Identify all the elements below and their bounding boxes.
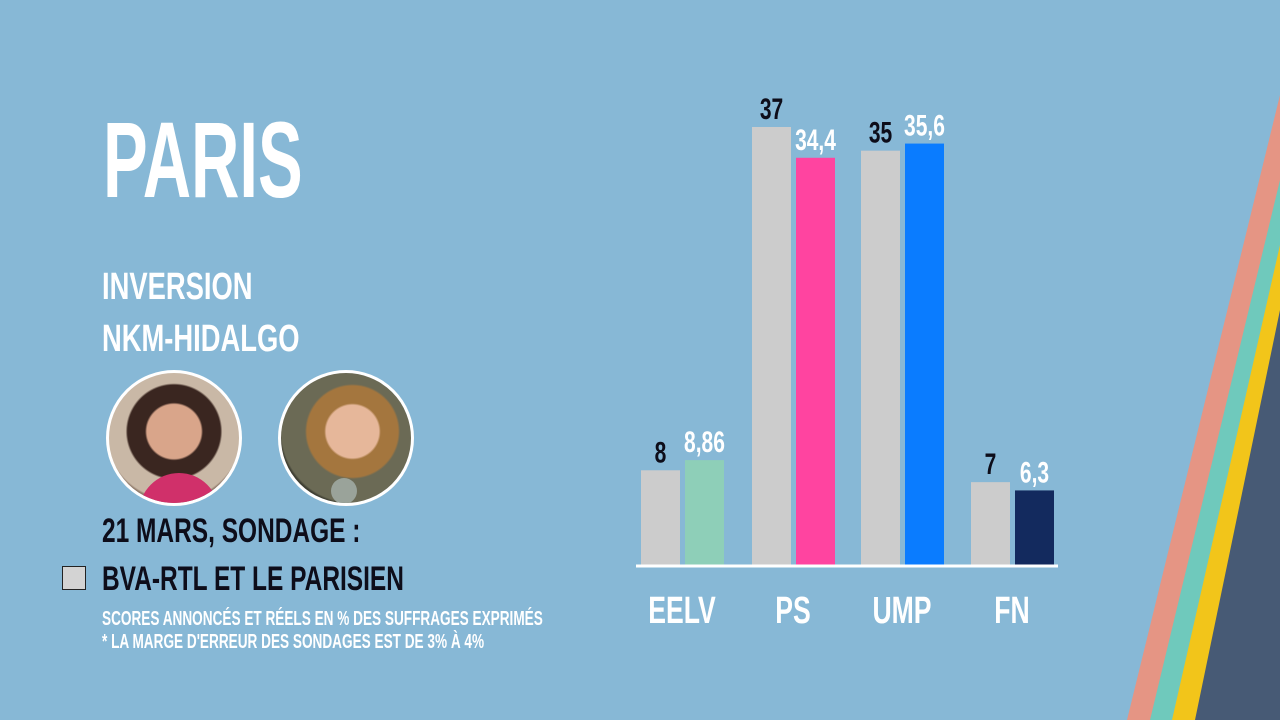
category-label: PS	[775, 588, 810, 631]
bar-ps-poll	[752, 127, 791, 565]
stripe-dark	[1195, 310, 1280, 720]
bar-ps-result	[796, 157, 835, 565]
bar-fn-result	[1015, 490, 1054, 565]
bar-ump-poll	[861, 150, 900, 566]
data-label: 35,6	[904, 110, 945, 142]
poll-date: 21 MARS, SONDAGE :	[102, 512, 361, 550]
data-label: 37	[760, 94, 783, 126]
subtitle-line-2: NKM-HIDALGO	[102, 318, 300, 360]
avatar-hidalgo	[106, 370, 242, 506]
bar-fn-poll	[971, 482, 1010, 565]
data-label: 8,86	[684, 427, 725, 459]
bar-eelv-poll	[641, 470, 680, 565]
data-label: 6,3	[1020, 457, 1049, 489]
bar-eelv-result	[685, 460, 724, 565]
legend-swatch	[62, 566, 86, 590]
data-label: 8	[655, 437, 667, 469]
bar-ump-result	[905, 143, 944, 565]
note-scores: SCORES ANNONCÉS ET RÉELS EN % DES SUFFRA…	[102, 608, 543, 630]
page-title: PARIS	[103, 99, 303, 220]
category-label: FN	[994, 588, 1029, 631]
subtitle-line-1: INVERSION	[102, 266, 253, 308]
note-margin: * LA MARGE D'ERREUR DES SONDAGES EST DE …	[102, 631, 485, 653]
data-label: 7	[985, 449, 997, 481]
avatar-nkm	[278, 370, 414, 506]
data-label: 34,4	[795, 124, 836, 156]
category-label: UMP	[872, 588, 931, 631]
category-label: EELV	[648, 588, 716, 631]
legend-label: BVA-RTL ET LE PARISIEN	[102, 560, 404, 598]
data-label: 35	[869, 117, 892, 149]
